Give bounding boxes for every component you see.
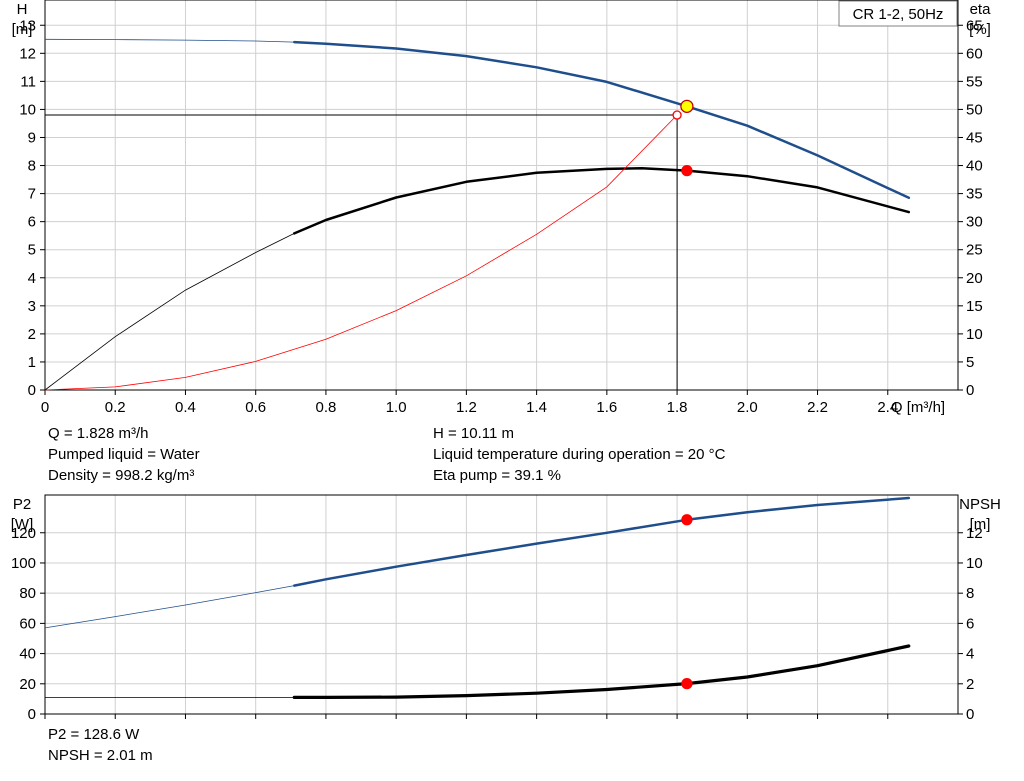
x-tick-label-12: 2.4 — [877, 399, 898, 416]
y-right-tick-label-9: 45 — [966, 129, 983, 146]
y-right-tick-label-1: 2 — [966, 676, 974, 693]
y-right-tick-label-5: 25 — [966, 242, 983, 259]
y-right-tick-label-3: 15 — [966, 298, 983, 315]
y-left-tick-label-8: 8 — [28, 158, 36, 175]
y-left-tick-label-0: 0 — [28, 382, 36, 399]
y-left-unit: [m] — [12, 21, 33, 38]
y-left-unit: [W] — [11, 516, 34, 533]
y-left-label: H — [17, 1, 28, 18]
info-pumped-liquid: Pumped liquid = Water — [48, 446, 200, 463]
x-tick-label-2: 0.4 — [175, 399, 196, 416]
y-left-tick-label-3: 60 — [19, 615, 36, 632]
y-right-tick-label-2: 4 — [966, 646, 974, 663]
chart-title: CR 1-2, 50Hz — [853, 6, 944, 23]
y-left-tick-label-1: 20 — [19, 676, 36, 693]
y-right-tick-label-8: 40 — [966, 158, 983, 175]
y-left-tick-label-2: 40 — [19, 646, 36, 663]
operating-point-2 — [672, 110, 682, 120]
x-axis-label: Q [m³/h] — [891, 399, 945, 416]
series-0-extension — [44, 585, 295, 629]
operating-point-0 — [680, 99, 694, 113]
y-right-tick-label-2: 10 — [966, 326, 983, 343]
y-right-tick-label-0: 0 — [966, 706, 974, 723]
info-eta-pump: Eta pump = 39.1 % — [433, 467, 561, 484]
y-left-tick-label-12: 12 — [19, 45, 36, 62]
series-0-line — [293, 496, 911, 587]
info-npsh: NPSH = 2.01 m — [48, 747, 153, 764]
operating-point-1 — [681, 677, 693, 690]
y-left-tick-label-5: 100 — [11, 555, 36, 572]
x-tick-label-6: 1.2 — [456, 399, 477, 416]
y-right-tick-label-6: 30 — [966, 214, 983, 231]
info-flow: Q = 1.828 m³/h — [48, 425, 149, 442]
y-right-tick-label-10: 50 — [966, 101, 983, 118]
y-right-unit: [m] — [970, 516, 991, 533]
panel-1: 0123456789101112130510152025303540455055… — [12, 0, 992, 416]
y-left-tick-label-6: 6 — [28, 214, 36, 231]
y-right-tick-label-11: 55 — [966, 73, 983, 90]
y-left-tick-label-13: 13 — [19, 17, 36, 34]
y-left-tick-label-11: 11 — [20, 73, 36, 90]
plot-frame — [44, 494, 959, 715]
y-left-label: P2 — [13, 496, 31, 513]
y-left-tick-label-10: 10 — [19, 101, 36, 118]
y-left-tick-label-4: 4 — [28, 270, 36, 287]
series-1-extension — [44, 233, 295, 391]
series-2-line — [44, 114, 678, 391]
x-tick-label-7: 1.4 — [526, 399, 547, 416]
y-left-tick-label-4: 80 — [19, 585, 36, 602]
series-0-line — [293, 40, 911, 200]
y-right-tick-label-6: 12 — [966, 525, 983, 542]
y-right-tick-label-7: 35 — [966, 186, 983, 203]
info-head: H = 10.11 m — [433, 425, 515, 442]
y-right-unit: [%] — [969, 21, 991, 38]
operating-point-line — [45, 114, 678, 390]
x-tick-label-9: 1.8 — [667, 399, 688, 416]
x-tick-label-1: 0.2 — [105, 399, 126, 416]
y-right-tick-label-12: 60 — [966, 45, 983, 62]
y-right-tick-label-4: 20 — [966, 270, 983, 287]
y-right-tick-label-4: 8 — [966, 585, 974, 602]
x-tick-label-10: 2.0 — [737, 399, 758, 416]
y-left-tick-label-9: 9 — [28, 129, 36, 146]
y-right-label: NPSH — [959, 496, 1001, 513]
operating-point-0 — [681, 514, 693, 526]
series-1-line — [292, 644, 911, 699]
y-left-tick-label-0: 0 — [28, 706, 36, 723]
x-tick-label-3: 0.6 — [245, 399, 266, 416]
x-tick-label-8: 1.6 — [596, 399, 617, 416]
series-1-line — [293, 167, 911, 235]
y-right-tick-label-5: 10 — [966, 555, 983, 572]
x-tick-label-4: 0.8 — [315, 399, 336, 416]
title-box — [838, 0, 958, 27]
x-tick-label-11: 2.2 — [807, 399, 828, 416]
y-left-tick-label-1: 1 — [28, 354, 36, 371]
y-left-tick-label-2: 2 — [28, 326, 36, 343]
info-density: Density = 998.2 kg/m³ — [48, 467, 195, 484]
y-right-tick-label-1: 5 — [966, 354, 974, 371]
y-right-tick-label-3: 6 — [966, 615, 974, 632]
y-left-tick-label-7: 7 — [28, 186, 36, 203]
x-tick-label-0: 0 — [41, 399, 49, 416]
panel-2: 0 20 40 60 80 100 120 0 2 4 6 8 10 12 P2 [W] NPSH [m] — [11, 494, 1001, 723]
series-0-extension — [44, 38, 295, 43]
y-left-tick-label-5: 5 — [28, 242, 36, 259]
plot-frame — [44, 0, 959, 391]
x-tick-label-5: 1.0 — [386, 399, 407, 416]
operating-point-1 — [681, 164, 693, 177]
info-p2: P2 = 128.6 W — [48, 726, 140, 743]
y-right-label: eta — [970, 1, 992, 18]
y-right-tick-label-13: 65 — [966, 17, 983, 34]
y-left-tick-label-6: 120 — [11, 525, 36, 542]
y-left-tick-label-3: 3 — [28, 298, 36, 315]
y-right-tick-label-0: 0 — [966, 382, 974, 399]
info-liquid-temperature: Liquid temperature during operation = 20… — [433, 446, 726, 463]
